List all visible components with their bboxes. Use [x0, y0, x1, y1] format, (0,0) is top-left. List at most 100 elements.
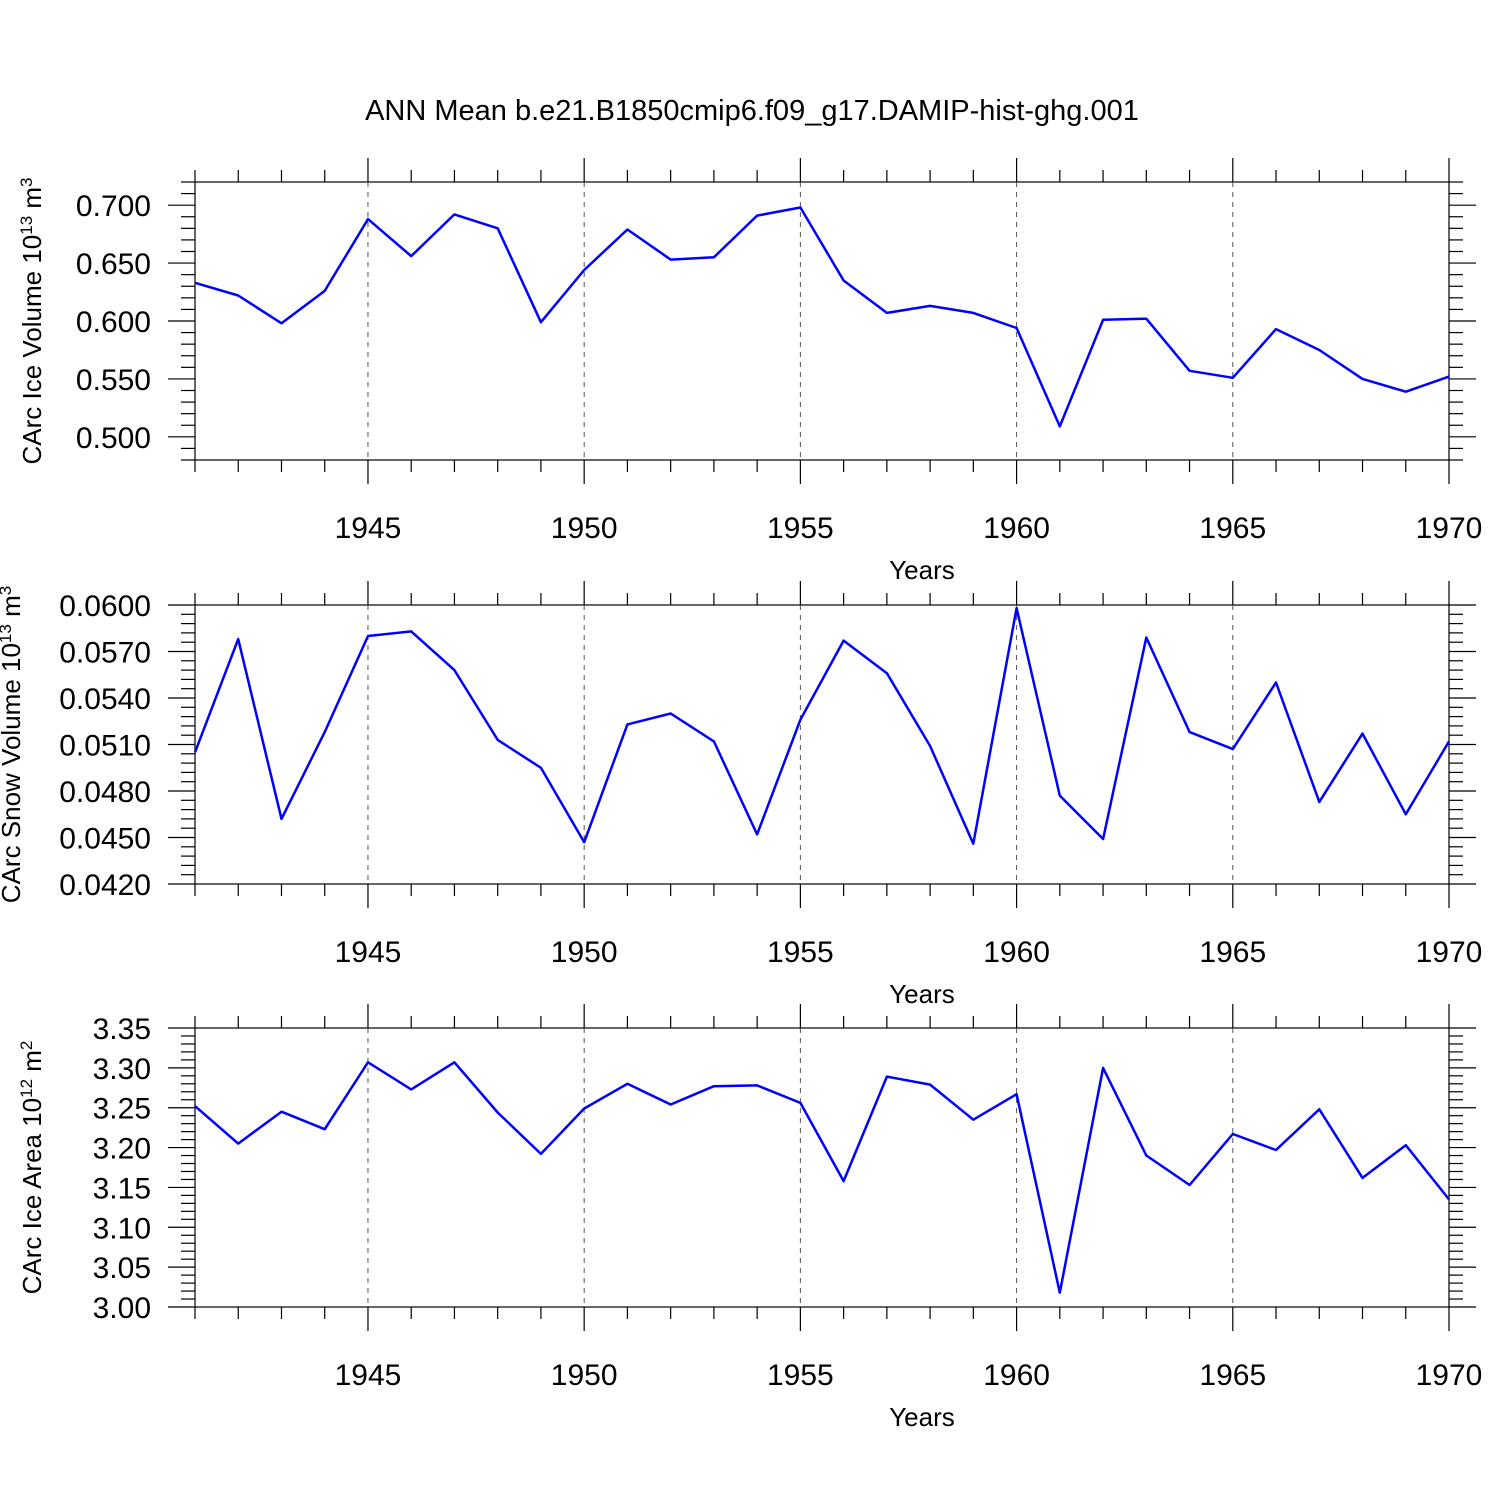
- data-point: [1014, 606, 1018, 610]
- x-axis-title: Years: [889, 555, 955, 585]
- data-point: [323, 730, 327, 734]
- data-point: [1447, 739, 1451, 743]
- x-tick-label: 1965: [1199, 1359, 1266, 1392]
- y-tick-label: 3.05: [93, 1252, 151, 1285]
- data-point: [409, 254, 413, 258]
- data-point: [279, 1110, 283, 1114]
- data-point: [928, 1082, 932, 1086]
- data-point: [712, 1084, 716, 1088]
- data-point: [193, 281, 197, 285]
- x-tick-label: 1955: [767, 512, 834, 545]
- data-point: [928, 744, 932, 748]
- data-point: [1274, 1148, 1278, 1152]
- data-point: [971, 311, 975, 315]
- data-point: [885, 671, 889, 675]
- data-point: [236, 293, 240, 297]
- y-tick-label: 0.700: [76, 190, 151, 223]
- data-point: [452, 668, 456, 672]
- y-tick-label: 0.0450: [59, 823, 151, 856]
- x-tick-label: 1960: [983, 936, 1050, 969]
- y-tick-label: 3.15: [93, 1172, 151, 1205]
- panel-snow-volume: 1945 1950 1955 1960 1965 1970 Years 0.0420 0.045…: [0, 581, 1482, 1009]
- data-point: [971, 842, 975, 846]
- x-tick-label: 1950: [551, 1359, 618, 1392]
- plot-frame: [194, 1027, 1450, 1308]
- data-point: [841, 638, 845, 642]
- data-point: [279, 321, 283, 325]
- x-tick-label: 1970: [1416, 936, 1483, 969]
- data-point: [1187, 1183, 1191, 1187]
- x-tick-label: 1945: [335, 1359, 402, 1392]
- data-point: [668, 1102, 672, 1106]
- y-tick-label: 0.0480: [59, 776, 151, 809]
- series-line-ice-volume: [194, 206, 1450, 428]
- data-point: [1274, 327, 1278, 331]
- y-axis-title: CArc Ice Volume 1013 m3: [17, 177, 48, 464]
- y-tick-label: 0.0510: [59, 730, 151, 763]
- data-point: [885, 311, 889, 315]
- y-tick-label: 3.25: [93, 1093, 151, 1126]
- data-point: [798, 1101, 802, 1105]
- data-point: [1187, 369, 1191, 373]
- x-tick-label: 1955: [767, 936, 834, 969]
- data-point: [625, 1082, 629, 1086]
- x-tick-label: 1965: [1199, 936, 1266, 969]
- data-point: [366, 634, 370, 638]
- data-point: [1144, 1153, 1148, 1157]
- data-point: [279, 817, 283, 821]
- data-point: [539, 1152, 543, 1156]
- x-tick-label: 1945: [335, 512, 402, 545]
- data-point: [798, 205, 802, 209]
- data-point: [1317, 1107, 1321, 1111]
- y-tick-label: 0.650: [76, 248, 151, 281]
- data-point: [1058, 424, 1062, 428]
- data-point: [582, 268, 586, 272]
- y-tick-label: 0.550: [76, 364, 151, 397]
- series-line-snow-volume: [193, 606, 1451, 845]
- data-point: [1404, 1143, 1408, 1147]
- y-tick-label: 0.500: [76, 422, 151, 455]
- data-point: [1101, 318, 1105, 322]
- data-point: [1317, 800, 1321, 804]
- x-tick-label: 1965: [1199, 512, 1266, 545]
- data-point: [193, 750, 197, 754]
- x-tick-label: 1955: [767, 1359, 834, 1392]
- data-point: [798, 718, 802, 722]
- data-point: [539, 766, 543, 770]
- data-point: [755, 832, 759, 836]
- data-point: [1187, 730, 1191, 734]
- data-point: [625, 227, 629, 231]
- y-axis-title: CArc Ice Area 1012 m2: [17, 1041, 48, 1295]
- data-point: [236, 637, 240, 641]
- data-point: [841, 278, 845, 282]
- x-tick-label: 1950: [551, 512, 618, 545]
- data-point: [409, 629, 413, 633]
- x-tick-label: 1945: [335, 936, 402, 969]
- data-point: [495, 1110, 499, 1114]
- data-point: [193, 1104, 197, 1108]
- data-point: [1144, 316, 1148, 320]
- data-point: [971, 1117, 975, 1121]
- data-point: [1058, 1290, 1062, 1294]
- data-point: [1404, 812, 1408, 816]
- y-axis-title: CArc Snow Volume 1013 m3: [0, 586, 26, 903]
- x-axis-title: Years: [889, 1402, 955, 1432]
- y-tick-label: 0.600: [76, 306, 151, 339]
- data-point: [539, 320, 543, 324]
- data-point: [712, 739, 716, 743]
- data-point: [1014, 1092, 1018, 1096]
- data-point: [625, 722, 629, 726]
- data-point: [1231, 747, 1235, 751]
- data-point: [1447, 374, 1451, 378]
- data-point: [495, 226, 499, 230]
- panels: 1945 1950 1955 1960 1965 1970 Years 0.500 0.550 0…: [0, 158, 1482, 1432]
- y-tick-label: 0.0540: [59, 683, 151, 716]
- data-point: [409, 1087, 413, 1091]
- y-tick-label: 3.30: [93, 1053, 151, 1086]
- data-point: [323, 289, 327, 293]
- data-point: [495, 738, 499, 742]
- data-point: [366, 1060, 370, 1064]
- x-axis-title: Years: [889, 979, 955, 1009]
- data-point: [1231, 376, 1235, 380]
